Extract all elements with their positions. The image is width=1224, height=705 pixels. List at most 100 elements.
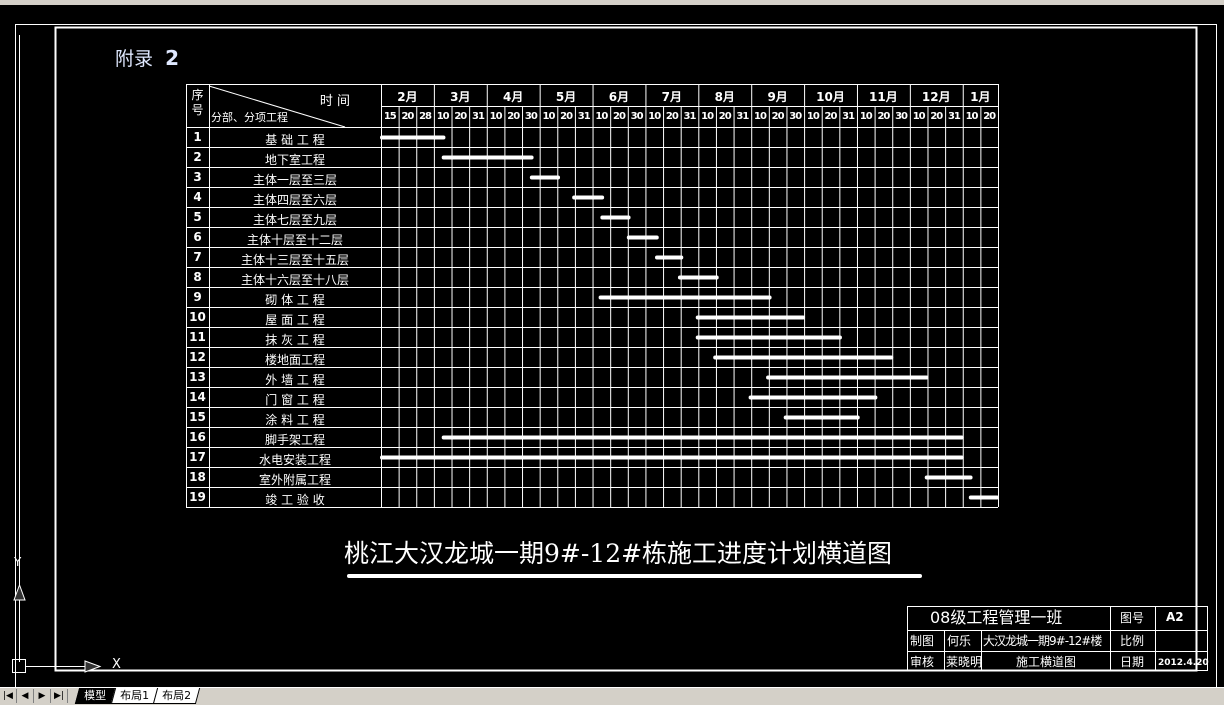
month-label: 5月 xyxy=(555,90,577,104)
drawing-no-label: 图号 xyxy=(1120,611,1145,625)
day-label: 30 xyxy=(524,111,538,122)
drawn-by: 何乐 xyxy=(947,634,972,648)
day-label: 30 xyxy=(630,111,644,122)
header-diagonal xyxy=(208,85,346,128)
row-task-name: 主体七层至九层 xyxy=(252,213,337,227)
day-label: 30 xyxy=(895,111,908,122)
day-label: 10 xyxy=(806,111,820,122)
appendix-number: 2 xyxy=(165,46,179,70)
day-label: 20 xyxy=(877,111,890,122)
month-label: 11月 xyxy=(869,90,898,104)
date-value: 2012.4.20 xyxy=(1158,658,1209,668)
row-seq: 9 xyxy=(193,290,202,304)
tab-layout2[interactable]: 布局2 xyxy=(152,688,201,704)
month-label: 6月 xyxy=(608,90,630,104)
drawing-frame xyxy=(54,26,1198,672)
day-label: 10 xyxy=(648,111,661,122)
day-label: 10 xyxy=(754,111,767,122)
layout-tab-bar: |◀ ◀ ▶ ▶| 模型 布局1 布局2 xyxy=(0,687,1224,705)
row-seq: 7 xyxy=(193,250,202,264)
row-seq: 5 xyxy=(193,210,202,224)
row-seq: 17 xyxy=(189,450,206,464)
row-task-name: 水电安装工程 xyxy=(258,453,331,467)
day-label: 20 xyxy=(718,111,732,122)
row-seq: 1 xyxy=(193,130,202,144)
row-seq: 19 xyxy=(189,490,206,504)
row-task-name: 砌 体 工 程 xyxy=(265,293,325,307)
row-seq: 4 xyxy=(193,190,202,204)
item-header: 分部、分项工程 xyxy=(211,111,288,124)
row-seq: 12 xyxy=(189,350,206,364)
tab-layout2-label: 布局2 xyxy=(162,689,192,702)
day-label: 10 xyxy=(489,111,503,122)
day-label: 31 xyxy=(842,111,855,122)
ucs-x-label: X xyxy=(112,657,121,672)
prev-tab-button[interactable]: ◀ xyxy=(17,689,34,703)
day-label: 20 xyxy=(613,111,626,122)
row-task-name: 外 墙 工 程 xyxy=(265,373,325,387)
row-seq: 15 xyxy=(189,410,206,424)
day-label: 20 xyxy=(560,111,573,122)
month-label: 12月 xyxy=(921,90,951,104)
row-seq: 18 xyxy=(189,470,206,484)
ucs-icon xyxy=(12,35,102,673)
row-task-name: 竣 工 验 收 xyxy=(265,493,325,507)
month-label: 1月 xyxy=(970,90,991,104)
sheet-size: A2 xyxy=(1166,610,1184,624)
row-task-name: 地下室工程 xyxy=(264,153,325,167)
title-block-frame xyxy=(907,606,1208,671)
row-task-name: 脚手架工程 xyxy=(264,433,325,447)
day-label: 10 xyxy=(965,111,979,122)
day-label: 31 xyxy=(736,111,749,122)
day-label: 10 xyxy=(542,111,556,122)
row-seq: 10 xyxy=(189,310,206,324)
row-seq: 16 xyxy=(189,430,206,444)
day-label: 20 xyxy=(454,111,467,122)
row-task-name: 主体十三层至十五层 xyxy=(240,253,349,267)
project-subtitle: 施工横道图 xyxy=(1016,655,1077,669)
ucs-y-label: Y xyxy=(14,555,22,569)
ratio-label: 比例 xyxy=(1120,634,1145,648)
month-label: 7月 xyxy=(661,90,683,104)
first-tab-button[interactable]: |◀ xyxy=(0,689,17,703)
day-label: 20 xyxy=(771,111,785,122)
appendix-text: 附录 xyxy=(115,48,154,70)
day-label: 28 xyxy=(419,111,432,122)
day-label: 20 xyxy=(983,111,996,122)
month-label: 10月 xyxy=(816,90,845,104)
row-task-name: 屋 面 工 程 xyxy=(265,313,325,327)
day-label: 20 xyxy=(507,111,520,122)
top-toolbar-edge xyxy=(0,0,1224,5)
day-label: 30 xyxy=(789,111,802,122)
next-tab-button[interactable]: ▶ xyxy=(34,689,51,703)
month-label: 8月 xyxy=(714,90,735,104)
drawn-by-label: 制图 xyxy=(910,634,935,648)
row-seq: 8 xyxy=(193,270,202,284)
time-header: 时 间 xyxy=(319,94,351,109)
row-seq: 6 xyxy=(193,230,202,244)
month-label: 9月 xyxy=(767,90,788,104)
tab-model-label: 模型 xyxy=(84,689,107,702)
month-label: 4月 xyxy=(503,90,524,104)
appendix-label: 附录 2 xyxy=(115,44,179,71)
day-label: 20 xyxy=(665,111,679,122)
row-task-name: 主体一层至三层 xyxy=(252,173,337,187)
class-name: 08级工程管理一班 xyxy=(930,608,1063,627)
day-label: 15 xyxy=(383,111,397,122)
day-label: 10 xyxy=(912,111,926,122)
row-task-name: 主体十层至十二层 xyxy=(246,233,343,247)
seq-header: 序号 xyxy=(191,88,204,117)
row-seq: 13 xyxy=(189,370,206,384)
day-label: 20 xyxy=(930,111,943,122)
row-task-name: 楼地面工程 xyxy=(264,353,325,367)
tab-layout1[interactable]: 布局1 xyxy=(110,688,159,704)
tab-model[interactable]: 模型 xyxy=(74,688,116,704)
day-label: 10 xyxy=(436,111,450,122)
row-seq: 2 xyxy=(193,150,202,164)
row-task-name: 室外附属工程 xyxy=(258,473,331,487)
drawing-title: 桃江大汉龙城一期9#-12#栋施工进度计划横道图 xyxy=(344,539,893,568)
last-tab-button[interactable]: ▶| xyxy=(51,689,68,703)
day-label: 10 xyxy=(701,111,714,122)
day-label: 10 xyxy=(859,111,873,122)
